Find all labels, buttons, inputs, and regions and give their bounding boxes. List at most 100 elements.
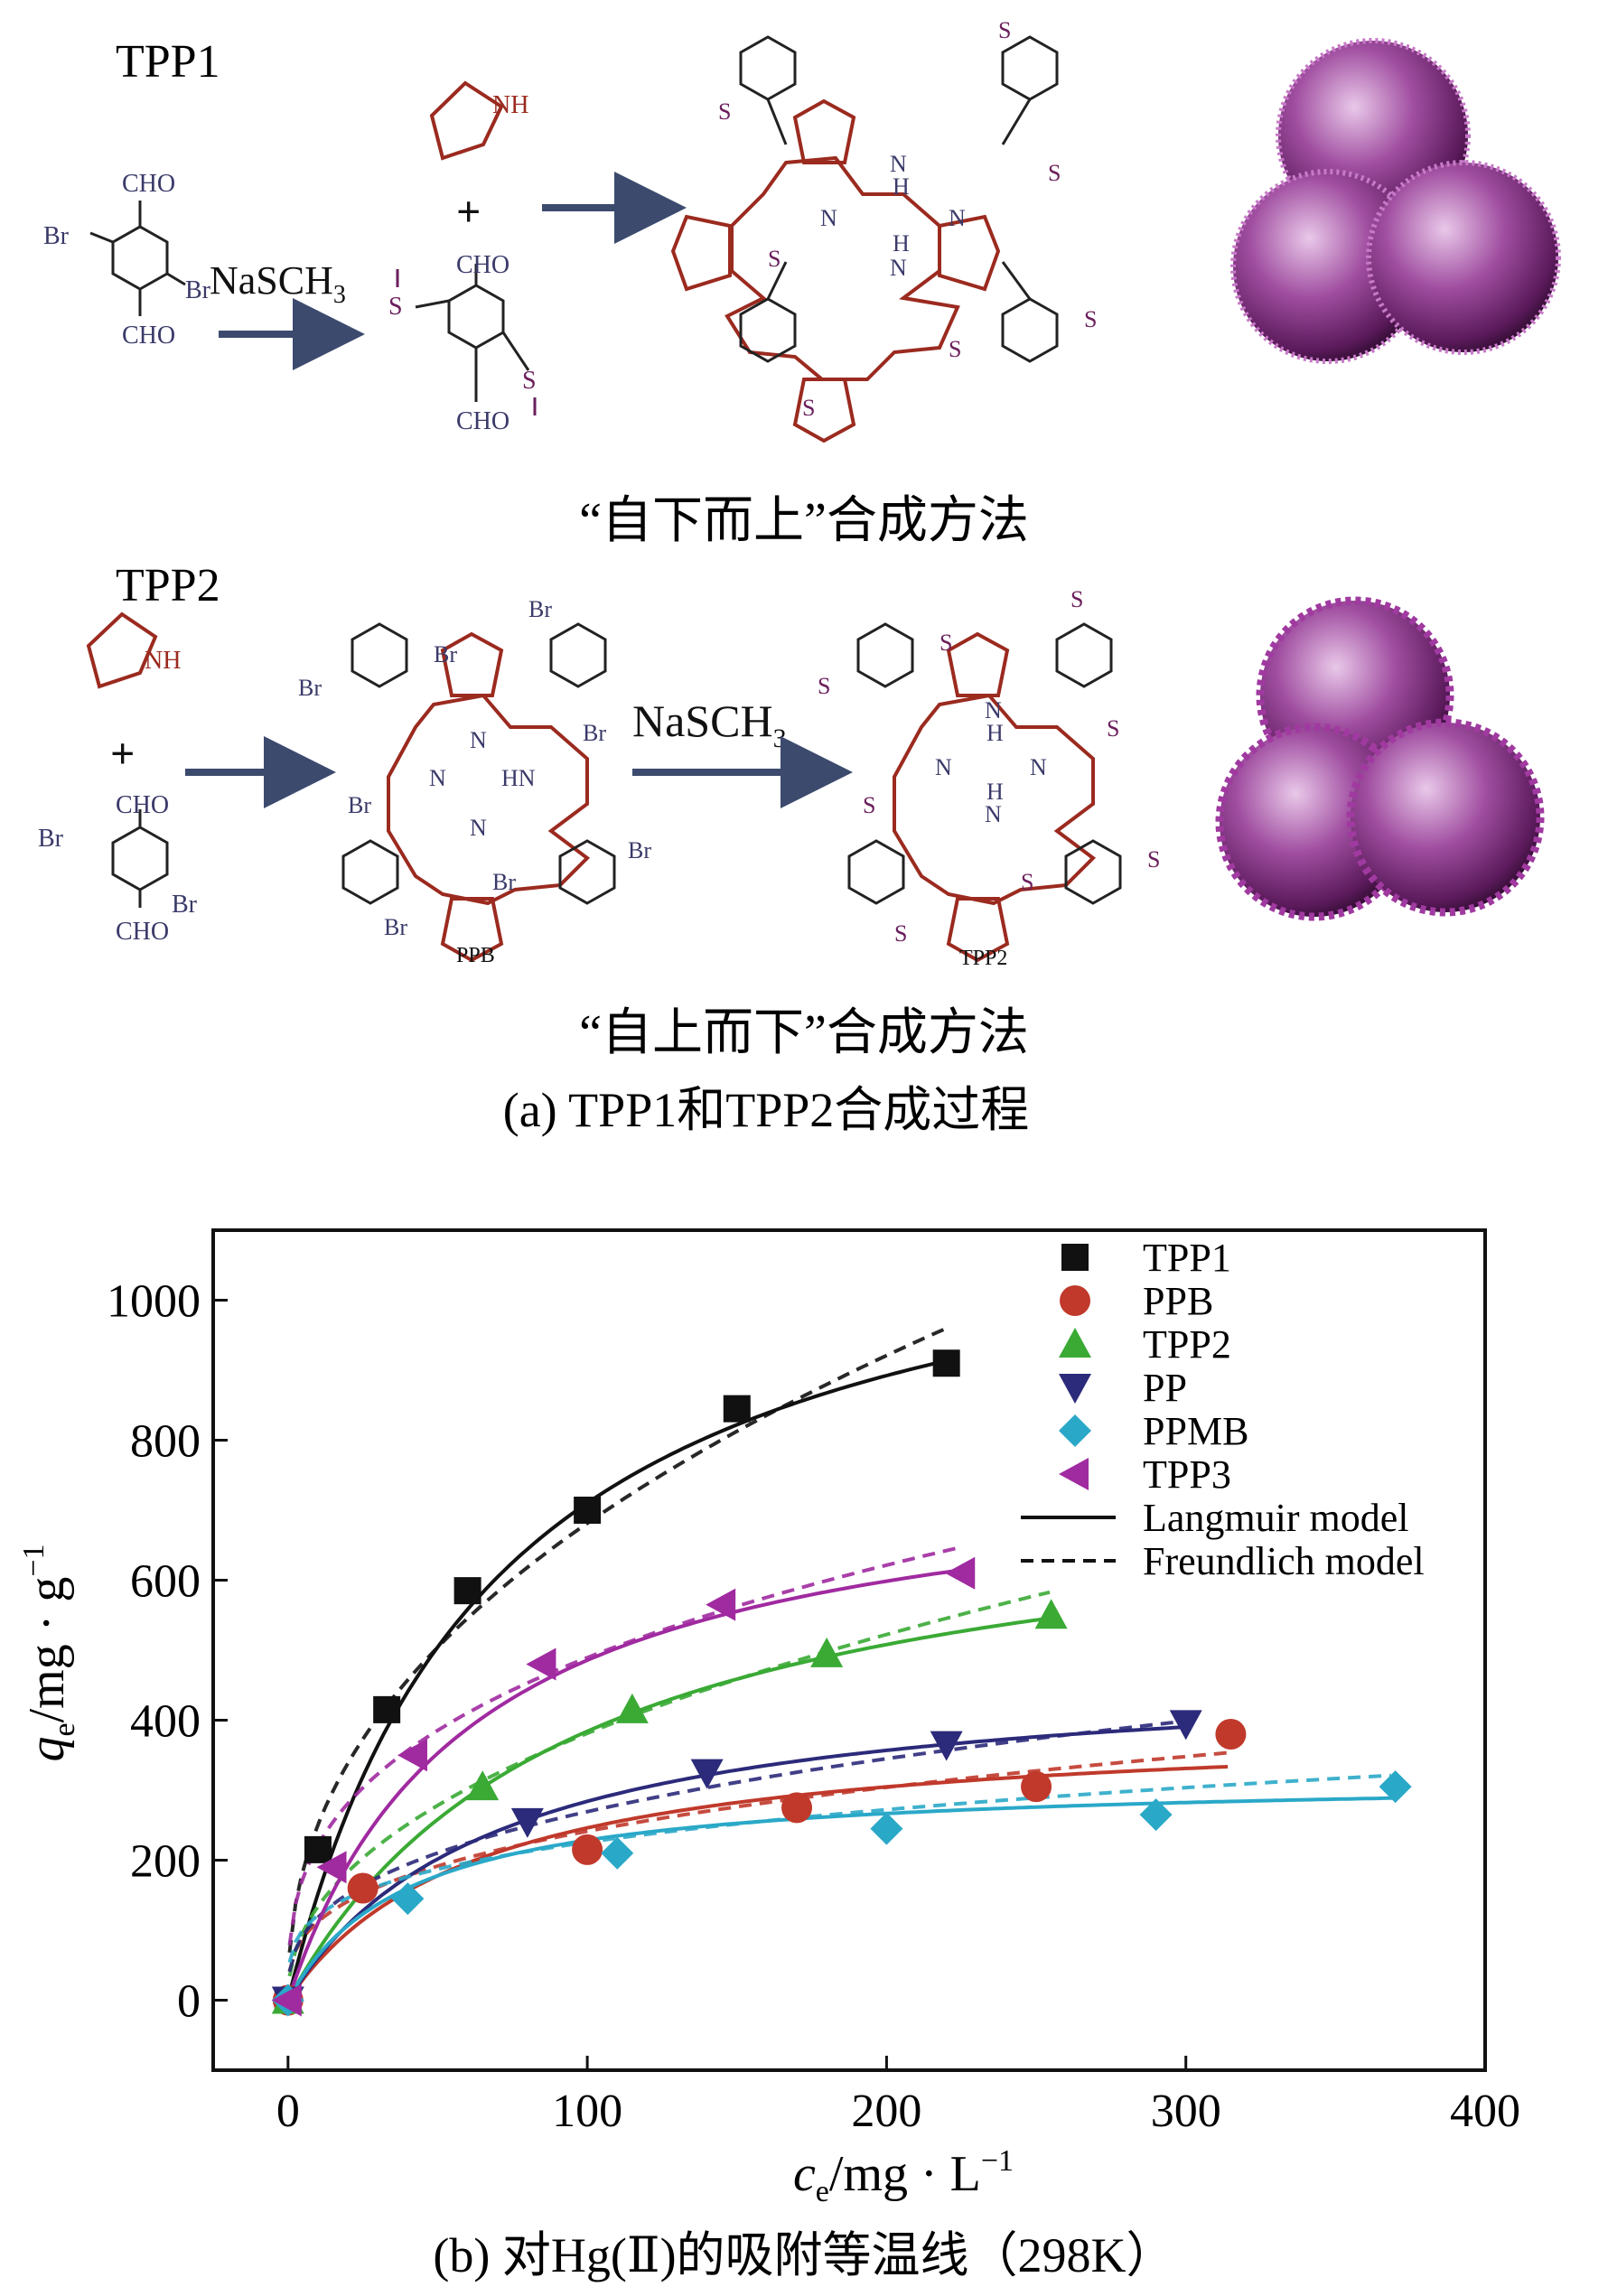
dibromo-dialdehyde-1: CHO CHO Br Br (43, 170, 211, 350)
freundlich-curve-tpp1 (287, 1325, 949, 1954)
plot-frame (211, 1228, 1487, 2072)
ppb-br-7: Br (492, 869, 516, 895)
y-axis: 0 200 400 600 800 1000 (107, 1276, 228, 2028)
x-axis: 0 100 200 300 400 (276, 2056, 1520, 2137)
legend-label-pp: PP (1143, 1366, 1187, 1410)
ppb-br-5: Br (348, 792, 371, 818)
ppb-n-1: N (470, 727, 487, 753)
x-tick-label: 400 (1450, 2086, 1520, 2137)
tpp2-label: TPP2 (116, 560, 220, 611)
s-sub-3: S (1048, 160, 1061, 186)
porphyrin-tpp1: N H N N H N S S S S S S S (670, 17, 1097, 443)
y-tick-label: 1000 (107, 1276, 201, 1328)
cho-top-2: CHO (456, 251, 510, 279)
s-sub-1: S (718, 98, 731, 125)
data-point-tpp1 (453, 1577, 481, 1605)
s-left-2: S (388, 293, 403, 321)
ppb-label: PPB (456, 944, 495, 967)
panel-a: TPP1 CHO CHO Br Br NaSCH3 (38, 17, 1561, 1137)
s-sub-2: S (998, 17, 1011, 43)
br-right-3: Br (172, 891, 198, 919)
langmuir-curve-ppb (286, 1765, 1229, 2002)
tpp2-n-top: N (985, 697, 1002, 723)
tpp1-label: TPP1 (116, 36, 220, 88)
y-tick-label: 0 (177, 1976, 201, 2028)
s-right-2: S (522, 367, 537, 395)
data-point-tpp2 (810, 1637, 844, 1667)
legend-label-ppb: PPB (1143, 1279, 1213, 1323)
legend-label-ppmb: PPMB (1143, 1409, 1248, 1453)
legend-marker-ppmb (1059, 1414, 1091, 1447)
ppb-n-3: N (470, 815, 487, 841)
data-point-pp (690, 1759, 724, 1789)
ppb-br-6: Br (384, 914, 407, 940)
s-sub-7: S (802, 395, 815, 421)
ppb-br-2: Br (434, 641, 457, 667)
tpp2-s-2: S (940, 630, 952, 656)
reagent-arrow-1: NaSCH3 (210, 258, 365, 370)
tpp2-n-left: N (935, 754, 952, 780)
ppb-n-2: N (429, 765, 446, 791)
data-point-pp (1169, 1710, 1202, 1741)
data-point-tpp3 (316, 1851, 347, 1884)
data-point-tpp1 (574, 1497, 602, 1524)
legend-marker-tpp1 (1061, 1244, 1089, 1271)
y-tick-label: 400 (130, 1696, 201, 1748)
s-sub-6: S (949, 336, 961, 362)
y-tick-label: 600 (130, 1556, 201, 1608)
langmuir-curve-tpp2 (286, 1616, 1049, 2002)
nanosphere-cluster-2 (1215, 596, 1545, 921)
data-point-tpp1 (723, 1395, 751, 1423)
h-top: H (893, 173, 910, 200)
freundlich-curve-tpp3 (287, 1545, 961, 1946)
nh-label-2: NH (145, 647, 181, 675)
tpp2-h-bottom: H (986, 779, 1004, 805)
dithio-dialdehyde: CHO CHO S S (388, 251, 537, 435)
legend-marker-tpp2 (1059, 1328, 1091, 1358)
data-point-ppmb (601, 1836, 634, 1870)
tpp2-s-8: S (1147, 846, 1160, 873)
data-point-ppb (781, 1792, 813, 1824)
porphyrin-tpp2: N H N N H N S S S S S S S S TPP2 (818, 586, 1160, 970)
legend-label-tpp3: TPP3 (1143, 1452, 1231, 1497)
ppb-hn: HN (501, 765, 536, 791)
freundlich-curve-ppb (287, 1750, 1229, 1973)
top-down-caption: “自上而下”合成方法 (579, 1005, 1029, 1061)
data-point-pp (930, 1731, 963, 1761)
legend-label-dashed: Freundlich model (1143, 1539, 1425, 1583)
langmuir-curve-tpp3 (285, 1568, 959, 2002)
x-tick-label: 100 (552, 2086, 622, 2137)
data-point-tpp3 (526, 1647, 556, 1681)
data-point-ppb (1021, 1771, 1052, 1803)
tpp2-s-6: S (894, 920, 907, 947)
br-left-3: Br (38, 825, 64, 853)
tpp2-s-5: S (863, 792, 875, 818)
nanosphere-cluster-1 (1230, 38, 1561, 364)
data-point-tpp1 (304, 1835, 332, 1863)
tpp2-n-bottom: N (985, 801, 1002, 827)
br-left: Br (43, 222, 70, 250)
legend-label-tpp1: TPP1 (1143, 1236, 1231, 1280)
tpp2-s-3: S (1070, 586, 1083, 612)
legend-marker-tpp3 (1059, 1458, 1089, 1490)
data-point-pp (510, 1807, 544, 1838)
ppb-br-1: Br (298, 675, 322, 701)
nasch3-label-2: NaSCH3 (632, 695, 787, 753)
tpp2-s-1: S (818, 673, 830, 699)
data-point-tpp3 (706, 1588, 736, 1621)
x-tick-label: 300 (1151, 2086, 1221, 2137)
cho-bottom-2: CHO (456, 407, 510, 435)
nasch3-label-1: NaSCH3 (210, 258, 346, 309)
data-point-ppmb (1379, 1770, 1412, 1804)
data-point-ppmb (391, 1882, 425, 1916)
panel-b-caption: (b) 对Hg(Ⅱ)的吸附等温线（298K） (433, 2228, 1174, 2282)
porphyrin-ppb: N N HN N Br Br Br Br Br Br Br Br PPB (298, 596, 651, 967)
br-right: Br (185, 276, 211, 304)
legend-marker-ppb (1060, 1285, 1090, 1316)
n-h-top: N (890, 151, 907, 177)
bottom-up-caption: “自下而上”合成方法 (579, 493, 1029, 549)
langmuir-curve-ppmb (286, 1796, 1396, 2002)
data-point-tpp3 (945, 1556, 976, 1590)
